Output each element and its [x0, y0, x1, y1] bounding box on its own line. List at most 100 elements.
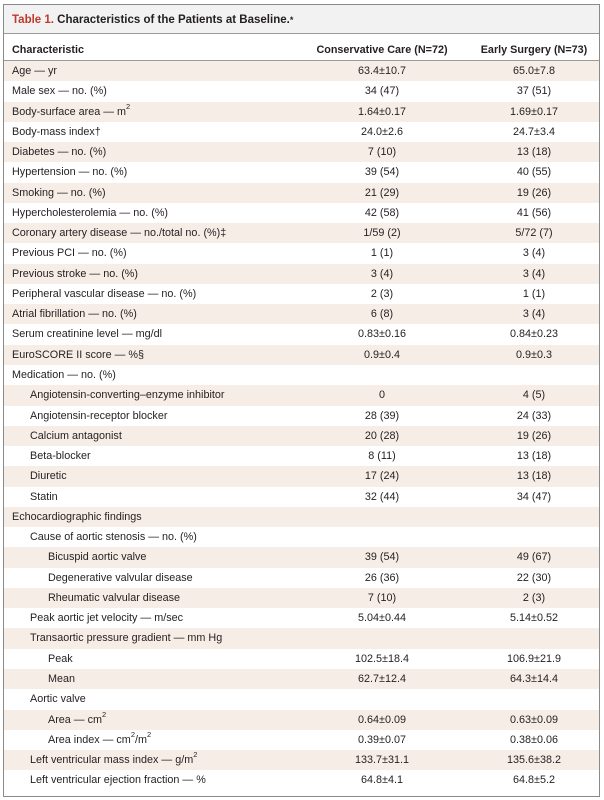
row-label: Serum creatinine level — mg/dl — [12, 324, 162, 344]
row-label: Mean — [48, 669, 75, 689]
table-row: Angiotensin-receptor blocker 28 (39) 24 (3… — [4, 406, 599, 426]
row-label-superscript: 2 — [130, 729, 135, 739]
row-label: Diuretic — [30, 466, 67, 486]
row-label: Peripheral vascular disease — no. (%) — [12, 284, 196, 304]
cell-early-surgery: 19 (26) — [516, 429, 552, 442]
row-label: Body-surface area — m2 — [12, 102, 130, 122]
row-label-text: Diuretic — [30, 470, 67, 483]
table-row: Area index — cm2/m2 0.39±0.07 0.38±0.06 — [4, 730, 599, 750]
cell-conservative-care: 1 (1) — [370, 247, 394, 260]
row-label: Hypertension — no. (%) — [12, 162, 127, 182]
cell-conservative-care: 0.83±0.16 — [358, 328, 406, 341]
row-label-text: Smoking — no. (%) — [12, 186, 106, 199]
row-label: Beta-blocker — [30, 446, 91, 466]
row-label-text: Area — cm — [48, 713, 102, 726]
row-label: Aortic valve — [30, 689, 86, 709]
row-label: Atrial fibrillation — no. (%) — [12, 304, 137, 324]
cell-early-surgery: 4 (5) — [522, 389, 546, 402]
cell-early-surgery: 65.0±7.8 — [513, 65, 555, 77]
row-label: Previous PCI — no. (%) — [12, 243, 127, 263]
row-label-text: Beta-blocker — [30, 450, 91, 463]
cell-conservative-care: 133.7±31.1 — [355, 754, 409, 767]
table-row: Peak aortic jet velocity — m/sec 5.04±0.4… — [4, 608, 599, 628]
cell-early-surgery: 49 (67) — [516, 551, 552, 564]
table-row: Degenerative valvular disease 26 (36) 22 (… — [4, 568, 599, 588]
cell-conservative-care: 62.7±12.4 — [358, 672, 406, 685]
row-label: Left ventricular ejection fraction — % — [30, 770, 206, 790]
cell-early-surgery: 19 (26) — [516, 186, 552, 199]
cell-early-surgery: 13 (18) — [516, 470, 552, 483]
row-label: Coronary artery disease — no./total no. … — [12, 223, 226, 243]
row-label: Male sex — no. (%) — [12, 81, 107, 101]
cell-conservative-care: 17 (24) — [364, 470, 400, 483]
row-label-text: Statin — [30, 490, 58, 503]
cell-early-surgery: 3 (4) — [522, 267, 546, 280]
cell-conservative-care: 3 (4) — [370, 267, 394, 280]
cell-conservative-care: 34 (47) — [364, 85, 400, 98]
cell-early-surgery: 3 (4) — [522, 308, 546, 321]
row-label-text: Angiotensin-converting–enzyme inhibitor — [30, 389, 225, 402]
cell-conservative-care: 6 (8) — [370, 308, 394, 321]
table-row: Transaortic pressure gradient — mm Hg — [4, 628, 599, 649]
row-label-text: Serum creatinine level — mg/dl — [12, 328, 163, 341]
cell-conservative-care: 7 (10) — [367, 146, 397, 159]
table-row: Calcium antagonist 20 (28) 19 (26) — [4, 425, 599, 447]
row-label-text: Degenerative valvular disease — [48, 571, 193, 584]
cell-conservative-care: 42 (58) — [364, 206, 400, 219]
row-label-text: Body-surface area — m — [12, 105, 127, 118]
table-row: Area — cm2 0.64±0.09 0.63±0.09 — [4, 709, 599, 730]
cell-conservative-care: 28 (39) — [364, 409, 400, 422]
row-label-superscript: 2 — [146, 729, 152, 739]
table-row: Left ventricular mass index — g/m2 133.7±… — [4, 750, 599, 771]
row-label-text: Hypercholesterolemia — no. (%) — [12, 206, 169, 219]
row-label: Calcium antagonist — [30, 426, 122, 446]
table-row: Beta-blocker 8 (11) 13 (18) — [4, 446, 599, 466]
cell-early-surgery: 13 (18) — [516, 146, 552, 159]
row-label: Hypercholesterolemia — no. (%) — [12, 203, 168, 223]
row-label-text: Area index — cm — [48, 733, 131, 746]
cell-conservative-care: 102.5±18.4 — [355, 652, 409, 665]
cell-early-surgery: 1.69±0.17 — [510, 105, 558, 118]
cell-early-surgery: 0.9±0.3 — [516, 348, 552, 361]
cell-early-surgery: 13 (18) — [516, 450, 552, 463]
table-row: Diuretic 17 (24) 13 (18) — [4, 466, 599, 487]
table-row: Rheumatic valvular disease 7 (10) 2 (3) — [4, 587, 599, 609]
row-label-text: Coronary artery disease — no./total no. … — [12, 227, 227, 240]
row-label: Rheumatic valvular disease — [48, 588, 180, 608]
row-label-text: Cause of aortic stenosis — no. (%) — [30, 531, 197, 544]
row-label-text: EuroSCORE II score — %§ — [12, 348, 145, 361]
row-label-suffix: /m — [134, 733, 147, 746]
cell-conservative-care: 39 (54) — [364, 166, 400, 179]
table-row: Echocardiographic findings — [4, 506, 599, 528]
row-label-text: Left ventricular mass index — g/m — [30, 754, 194, 767]
row-label-text: Aortic valve — [30, 693, 86, 706]
cell-conservative-care: 0 — [378, 389, 385, 402]
cell-early-surgery: 0.38±0.06 — [510, 733, 558, 746]
table-number: Table 1. — [12, 14, 54, 26]
baseline-table: Characteristic Conservative Care (N=72) … — [4, 34, 599, 791]
table-row: Body-mass index† 24.0±2.6 24.7±3.4 — [4, 122, 599, 142]
cell-conservative-care: 24.0±2.6 — [361, 125, 403, 138]
row-label: Diabetes — no. (%) — [12, 142, 106, 162]
cell-conservative-care: 8 (11) — [368, 450, 396, 463]
row-label-text: Calcium antagonist — [30, 429, 122, 442]
cell-conservative-care: 64.8±4.1 — [361, 774, 403, 787]
row-label-superscript: 2 — [126, 101, 131, 111]
row-label: Area — cm2 — [48, 710, 106, 730]
cell-early-surgery: 41 (56) — [516, 206, 552, 219]
cell-conservative-care: 5.04±0.44 — [358, 612, 406, 625]
cell-early-surgery: 3 (4) — [522, 247, 546, 260]
cell-conservative-care: 39 (54) — [364, 551, 400, 564]
table-frame: Table 1. Characteristics of the Patients… — [3, 4, 600, 797]
row-label: Cause of aortic stenosis — no. (%) — [30, 527, 197, 547]
row-label: Medication — no. (%) — [12, 365, 116, 385]
table-row: Age — yr 63.4±10.7 65.0±7.8 — [4, 61, 599, 82]
row-label: Area index — cm2/m2 — [48, 730, 151, 750]
table-title: Characteristics of the Patients at Basel… — [53, 14, 290, 26]
cell-early-surgery: 2 (3) — [522, 591, 546, 604]
cell-conservative-care: 7 (10) — [367, 591, 397, 604]
row-label-text: Body-mass index† — [12, 125, 101, 138]
column-header-conservative-care: Conservative Care (N=72) — [316, 44, 448, 56]
cell-conservative-care: 32 (44) — [364, 490, 400, 503]
row-label: Bicuspid aortic valve — [48, 547, 146, 567]
